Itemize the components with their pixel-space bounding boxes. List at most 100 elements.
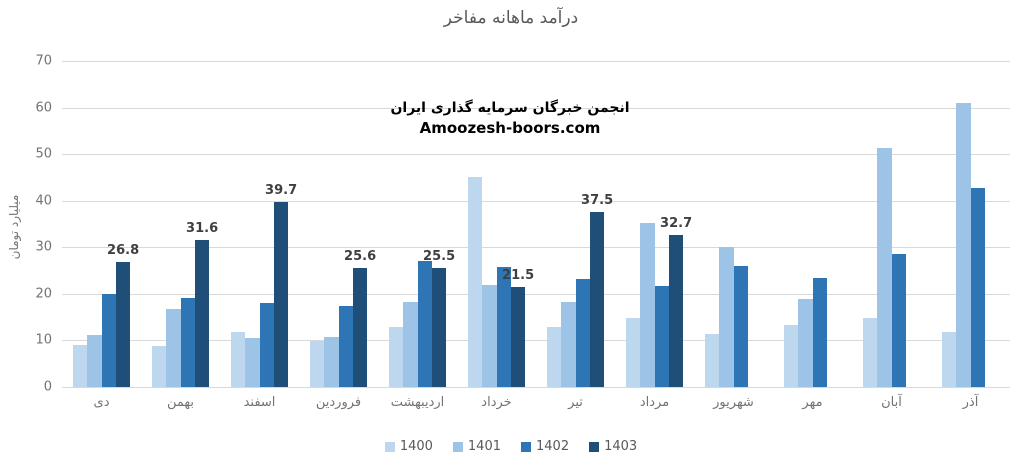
bar-1400-بهمن <box>151 346 167 387</box>
bar-group-مرداد <box>615 223 694 387</box>
bar-group-شهریور <box>694 247 773 387</box>
bar-group-خرداد <box>457 176 536 387</box>
bar-1403-مرداد <box>668 234 684 387</box>
data-label: 25.6 <box>344 248 377 264</box>
y-tick-label: 30 <box>35 239 52 255</box>
plot-area: 0 10 20 30 40 50 60 70 26.8 دی 31.6 بهمن 39.7 اسفند 25… <box>35 54 1010 410</box>
y-axis-title: میلیارد تومان <box>7 194 21 260</box>
bar-1401-مهر <box>798 298 813 387</box>
legend-label: 1400 <box>399 439 433 454</box>
bar-group-آبان <box>852 148 931 387</box>
bar-1402-خرداد <box>496 267 511 387</box>
legend-swatch-icon <box>384 441 395 452</box>
bar-1402-فروردین <box>338 306 353 387</box>
gridline <box>62 61 1010 62</box>
x-axis-label: بهمن <box>166 395 195 410</box>
bar-1402-تیر <box>575 278 590 387</box>
bar-1401-اردیبهشت <box>403 302 418 387</box>
data-label: 25.5 <box>423 249 456 265</box>
bar-1403-دی <box>115 262 131 387</box>
bar-group-اسفند <box>220 202 299 387</box>
bar-1402-شهریور <box>733 265 748 387</box>
x-axis-label: آذر <box>962 395 979 410</box>
bar-1401-آذر <box>956 102 971 387</box>
x-axis-label: تیر <box>568 395 583 410</box>
x-axis-label: اردیبهشت <box>390 395 445 410</box>
bar-1400-مرداد <box>625 318 641 387</box>
bar-1400-شهریور <box>704 334 720 387</box>
bar-1401-دی <box>87 334 102 387</box>
bar-1400-اسفند <box>230 332 246 387</box>
bar-1401-فروردین <box>324 337 339 387</box>
bar-1400-تیر <box>546 326 562 387</box>
watermark-line-fa: انجمن خبرگان سرمایه گذاری ایران <box>390 100 630 116</box>
legend-label: 1401 <box>467 439 501 454</box>
bar-1403-اردیبهشت <box>431 268 447 387</box>
bar-group-فروردین <box>299 267 378 387</box>
legend-item-1400: 1400 <box>384 439 433 454</box>
y-tick-label: 50 <box>35 146 52 162</box>
bar-1402-اردیبهشت <box>417 261 432 387</box>
x-axis-label: مرداد <box>639 395 670 410</box>
legend-item-1401: 1401 <box>452 439 501 454</box>
bar-1400-فروردین <box>309 341 325 387</box>
legend-item-1402: 1402 <box>521 439 569 454</box>
bar-1401-مرداد <box>640 223 655 387</box>
legend-swatch-icon <box>521 441 531 452</box>
y-tick-label: 40 <box>35 193 52 209</box>
bar-1401-آبان <box>877 148 892 387</box>
gridline <box>62 293 1010 295</box>
gridline <box>62 387 1010 388</box>
legend: 1400 1401 1402 1403 <box>0 439 1022 454</box>
bar-1400-دی <box>72 345 88 387</box>
gridline <box>62 200 1010 202</box>
watermark-line-en: Amoozesh-boors.com <box>419 119 601 138</box>
watermark: انجمن خبرگان سرمایه گذاری ایران Amoozesh… <box>378 98 642 140</box>
bar-1403-خرداد <box>510 286 526 387</box>
bar-1400-خرداد <box>467 176 483 387</box>
legend-label: 1402 <box>536 439 570 454</box>
data-label: 21.5 <box>502 267 535 283</box>
x-axis-label: اسفند <box>243 395 276 410</box>
bar-1403-اسفند <box>273 202 289 387</box>
x-axis-label: دی <box>93 395 110 410</box>
bar-1402-آذر <box>970 187 985 387</box>
bar-1402-اسفند <box>259 303 274 387</box>
data-label: 32.7 <box>660 215 693 231</box>
bar-1403-تیر <box>589 212 605 387</box>
gridline <box>62 107 1010 109</box>
bar-group-بهمن <box>141 239 220 387</box>
bar-1402-مهر <box>812 278 827 387</box>
legend-item-1403: 1403 <box>589 439 637 454</box>
bar-1400-مهر <box>783 324 799 387</box>
y-tick-label: 0 <box>43 379 52 395</box>
bar-group-اردیبهشت <box>378 261 457 387</box>
y-tick-label: 70 <box>35 53 52 69</box>
gridline <box>62 247 1010 249</box>
x-axis-label: خرداد <box>481 395 512 410</box>
bar-1402-دی <box>101 293 116 387</box>
bar-1400-اردیبهشت <box>388 327 404 387</box>
bar-1401-شهریور <box>719 247 734 387</box>
data-label: 26.8 <box>107 243 140 259</box>
y-tick-label: 20 <box>35 286 52 302</box>
bar-1400-آبان <box>862 318 878 387</box>
bar-1401-اسفند <box>245 338 260 387</box>
bar-1402-بهمن <box>180 298 195 387</box>
y-tick-label: 10 <box>35 332 52 348</box>
bar-1401-بهمن <box>166 309 181 387</box>
x-axis-label: فروردین <box>315 395 362 410</box>
legend-label: 1403 <box>604 439 638 454</box>
legend-swatch-icon <box>589 441 600 452</box>
bar-group-تیر <box>536 212 615 387</box>
data-label: 37.5 <box>581 193 614 209</box>
bar-group-دی <box>62 262 141 387</box>
chart-title: درآمد ماهانه مفاخر <box>443 8 579 28</box>
bar-1402-آبان <box>891 254 906 387</box>
y-tick-label: 60 <box>35 100 52 116</box>
x-axis-label: مهر <box>802 395 823 410</box>
x-axis-label: آبان <box>881 395 902 410</box>
bar-1403-بهمن <box>194 239 210 387</box>
gridline <box>62 154 1010 156</box>
